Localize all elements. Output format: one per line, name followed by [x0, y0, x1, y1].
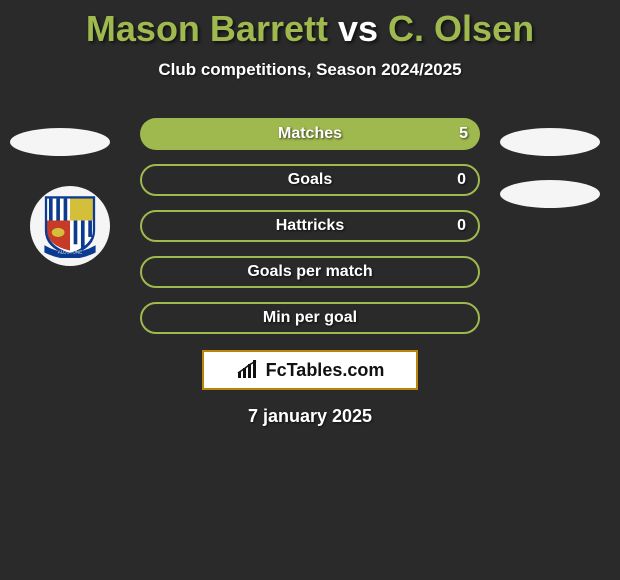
- stat-label: Hattricks: [276, 217, 344, 235]
- stat-value: 0: [457, 217, 466, 235]
- content-area: ALDSTONE Matches 5 Goals 0 Hattricks 0 Goals p…: [0, 118, 620, 334]
- player2-name: C. Olsen: [388, 8, 534, 49]
- stat-row: Goals 0: [140, 164, 480, 196]
- stat-row: Matches 5: [140, 118, 480, 150]
- stat-value: 0: [457, 171, 466, 189]
- right-decoration-oval-2: [500, 180, 600, 208]
- brand-text: FcTables.com: [266, 360, 385, 381]
- stat-row: Goals per match: [140, 256, 480, 288]
- stat-label: Min per goal: [263, 309, 357, 327]
- vs-text: vs: [338, 8, 378, 49]
- stat-value: 5: [459, 125, 468, 143]
- shield-icon: ALDSTONE: [41, 194, 99, 258]
- stats-rows: Matches 5 Goals 0 Hattricks 0 Goals per match M…: [140, 118, 480, 334]
- stat-row: Min per goal: [140, 302, 480, 334]
- player1-name: Mason Barrett: [86, 8, 328, 49]
- left-decoration-oval: [10, 128, 110, 156]
- page-title: Mason Barrett vs C. Olsen: [0, 0, 620, 50]
- stat-label: Goals per match: [247, 263, 372, 281]
- stat-row: Hattricks 0: [140, 210, 480, 242]
- right-decoration-oval-1: [500, 128, 600, 156]
- stat-label: Goals: [288, 171, 332, 189]
- subtitle: Club competitions, Season 2024/2025: [0, 60, 620, 80]
- club-crest: ALDSTONE: [30, 186, 110, 266]
- date-text: 7 january 2025: [0, 406, 620, 427]
- stat-label: Matches: [278, 125, 342, 143]
- brand-box: FcTables.com: [202, 350, 418, 390]
- svg-text:ALDSTONE: ALDSTONE: [58, 249, 83, 254]
- bars-icon: [236, 360, 260, 380]
